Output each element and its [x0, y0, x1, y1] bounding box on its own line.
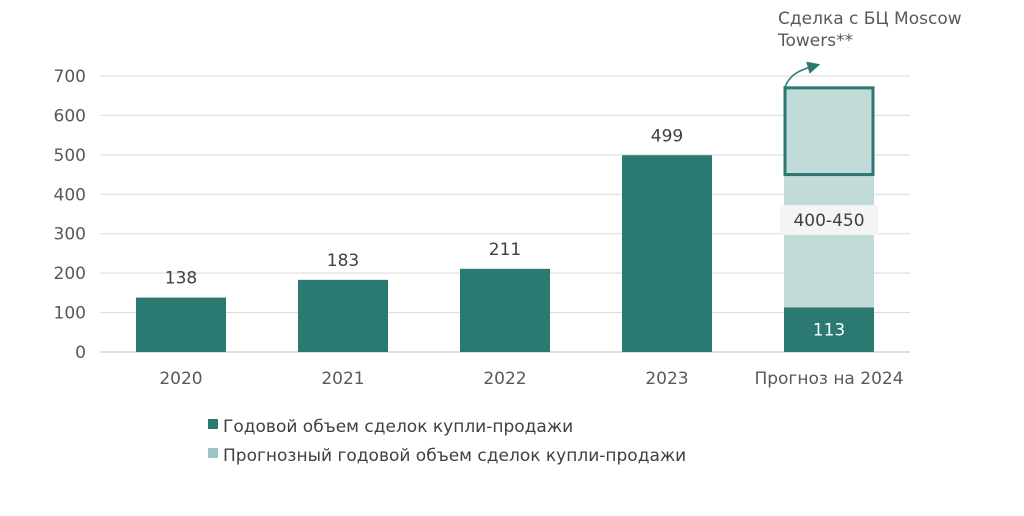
highlight-box [783, 86, 875, 177]
x-tick-label: Прогноз на 2024 [754, 369, 903, 389]
x-axis-ticks: 2020 2021 2022 2023 Прогноз на 2024 [159, 369, 903, 389]
data-label: 183 [327, 251, 359, 271]
legend-label-forecast: Прогнозный годовой объем сделок купли-пр… [223, 446, 686, 466]
data-label: 211 [489, 240, 521, 260]
bar [622, 155, 712, 352]
legend-swatch-actual [208, 419, 218, 429]
data-label: 499 [651, 126, 683, 146]
y-tick-label: 700 [54, 67, 86, 87]
x-tick-label: 2022 [483, 369, 526, 389]
y-tick-label: 100 [54, 304, 86, 324]
y-tick-label: 300 [54, 225, 86, 245]
x-tick-label: 2020 [159, 369, 202, 389]
annotation-line-2: Towers** [777, 31, 853, 51]
y-tick-label: 500 [54, 146, 86, 166]
x-tick-label: 2023 [645, 369, 688, 389]
bar [136, 297, 226, 352]
data-label: 113 [813, 321, 845, 341]
y-tick-label: 600 [54, 106, 86, 126]
range-label-bg [780, 204, 878, 235]
bar [298, 279, 388, 352]
legend-swatch-forecast [208, 448, 218, 458]
bar [784, 307, 874, 352]
data-labels: 138 183 211 499 113 400-450 [165, 126, 878, 341]
legend-label-actual: Годовой объем сделок купли-продажи [223, 417, 573, 437]
y-axis-ticks: 0 100 200 300 400 500 600 700 [54, 67, 86, 363]
y-tick-label: 400 [54, 185, 86, 205]
bar [460, 268, 550, 352]
range-label: 400-450 [793, 211, 864, 231]
y-tick-label: 200 [54, 264, 86, 284]
x-tick-label: 2021 [321, 369, 364, 389]
bar-forecast [784, 87, 874, 308]
annotation-line-1: Сделка с БЦ Moscow [778, 9, 962, 29]
bars [136, 86, 875, 352]
data-label: 138 [165, 269, 197, 289]
y-tick-label: 0 [75, 343, 86, 363]
annotation-arrow [784, 61, 821, 88]
